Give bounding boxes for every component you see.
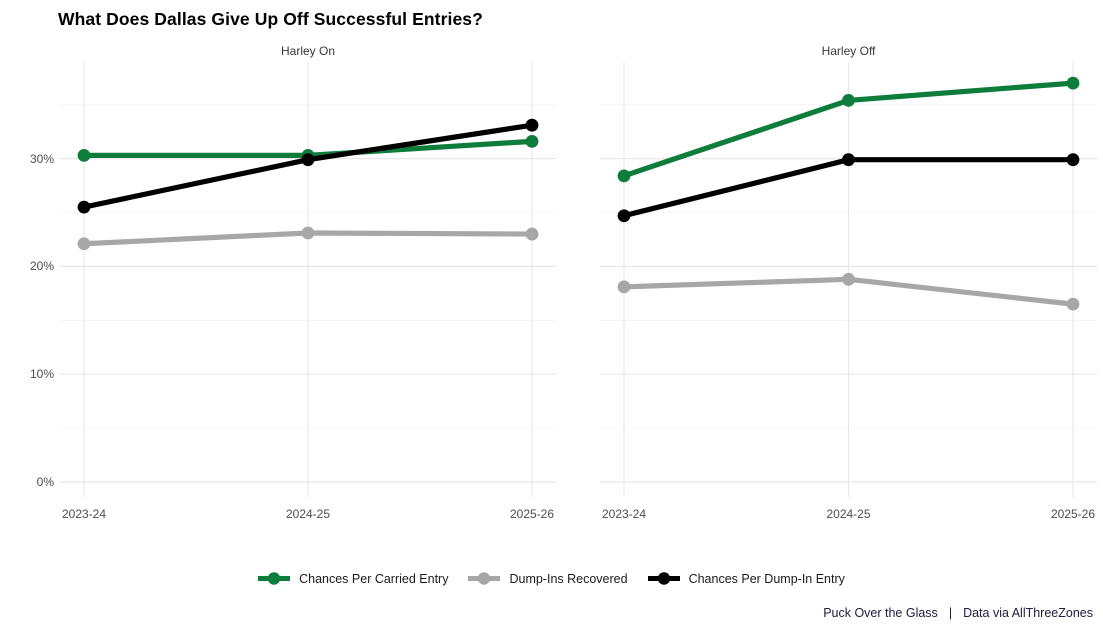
- data-point: [1066, 153, 1080, 167]
- legend-item: Chances Per Dump-In Entry: [647, 571, 845, 586]
- data-point: [525, 134, 539, 148]
- data-point: [1066, 297, 1080, 311]
- facet-panel: [60, 62, 556, 497]
- y-axis-tick-label: 30%: [29, 151, 54, 166]
- x-axis-tick-label: 2025-26: [509, 507, 555, 521]
- chart-caption: Puck Over the Glass | Data via AllThreeZon…: [823, 606, 1093, 620]
- data-point: [77, 200, 91, 214]
- legend-item-label: Chances Per Carried Entry: [299, 571, 449, 586]
- caption-data-credit: Data via AllThreeZones: [963, 606, 1093, 620]
- chart-legend: Chances Per Carried Entry Dump-Ins Recove…: [0, 571, 1103, 586]
- caption-separator: |: [948, 606, 953, 620]
- data-point: [77, 237, 91, 251]
- legend-key-icon: [258, 572, 291, 585]
- x-axis-tick-label: 2024-25: [285, 507, 331, 521]
- legend-key-icon: [647, 572, 680, 585]
- data-point: [525, 227, 539, 241]
- facet-strip-label: Harley Off: [821, 44, 876, 58]
- legend-key-dot: [267, 572, 281, 585]
- data-point: [1066, 76, 1080, 90]
- y-axis-tick-label: 10%: [29, 367, 54, 382]
- y-axis-tick-label: 0%: [36, 475, 54, 489]
- legend-item-label: Chances Per Dump-In Entry: [688, 571, 845, 586]
- legend-key-icon: [468, 572, 501, 585]
- facet-strip-label: Harley On: [280, 44, 336, 58]
- data-point: [617, 169, 631, 183]
- legend-item-label: Dump-Ins Recovered: [509, 571, 628, 586]
- data-point: [617, 209, 631, 223]
- data-point: [301, 153, 315, 167]
- data-point: [842, 93, 855, 107]
- y-axis-tick-label: 20%: [29, 259, 54, 274]
- legend-key-dot: [478, 572, 491, 585]
- data-point: [301, 226, 315, 240]
- legend-item: Chances Per Carried Entry: [258, 571, 448, 586]
- data-point: [77, 148, 91, 162]
- data-point: [617, 280, 631, 294]
- caption-source: Puck Over the Glass: [823, 606, 938, 620]
- legend-key-dot: [657, 572, 670, 585]
- data-point: [525, 118, 539, 132]
- x-axis-tick-label: 2023-24: [601, 507, 647, 521]
- legend-item: Dump-Ins Recovered: [468, 571, 628, 586]
- x-axis-tick-label: 2024-25: [826, 507, 871, 521]
- x-axis-tick-label: 2025-26: [1050, 507, 1096, 521]
- data-point: [842, 153, 855, 167]
- x-axis-tick-label: 2023-24: [61, 507, 107, 521]
- chart-title: What Does Dallas Give Up Off Successful …: [58, 9, 483, 29]
- data-point: [842, 272, 855, 286]
- facet-panel: [600, 62, 1097, 497]
